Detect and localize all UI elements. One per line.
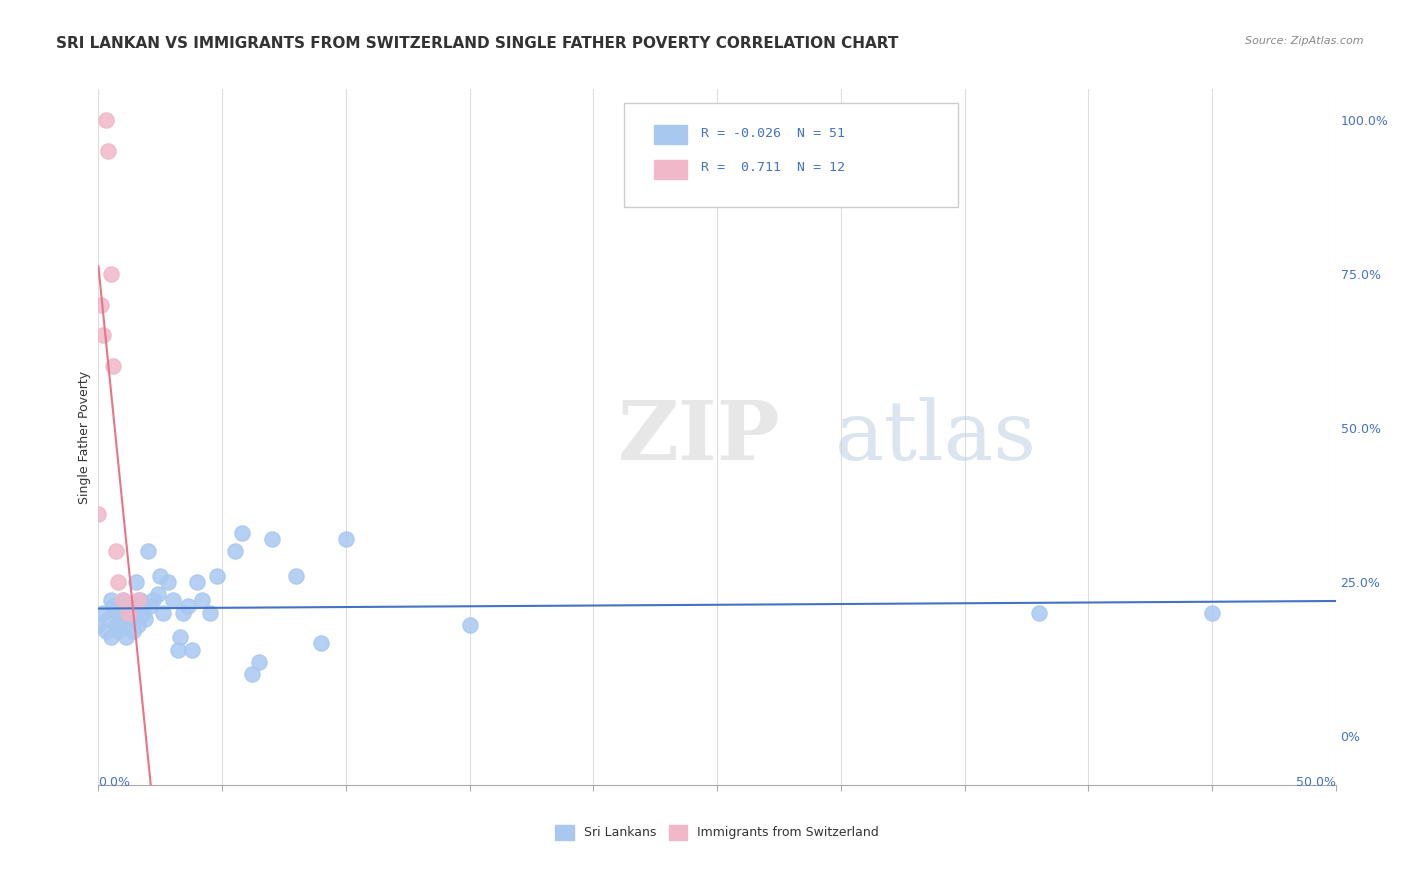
Point [93, 328, 115, 343]
Point [94, 113, 117, 128]
Point [107, 624, 129, 638]
Point [231, 525, 253, 540]
Point [112, 593, 135, 607]
Point [205, 568, 228, 582]
Point [117, 606, 139, 620]
Point [181, 642, 204, 657]
Point [162, 593, 184, 607]
Point [100, 267, 122, 281]
FancyBboxPatch shape [654, 160, 688, 178]
Point [117, 606, 139, 620]
Point [100, 593, 122, 607]
Point [172, 606, 194, 620]
Point [152, 606, 174, 620]
Point [1201, 606, 1223, 620]
Point [458, 618, 481, 632]
Point [103, 599, 125, 614]
Point [127, 618, 149, 632]
Point [186, 574, 208, 589]
Point [156, 574, 179, 589]
Text: SRI LANKAN VS IMMIGRANTS FROM SWITZERLAND SINGLE FATHER POVERTY CORRELATION CHAR: SRI LANKAN VS IMMIGRANTS FROM SWITZERLAN… [56, 36, 898, 51]
Point [97, 144, 120, 158]
Text: Source: ZipAtlas.com: Source: ZipAtlas.com [1246, 36, 1364, 45]
Point [112, 593, 135, 607]
Point [100, 630, 122, 644]
Point [240, 667, 263, 681]
Point [1028, 606, 1050, 620]
Point [110, 612, 132, 626]
Point [139, 599, 162, 614]
Y-axis label: Single Father Poverty: Single Father Poverty [79, 370, 91, 504]
Text: 0.0%: 0.0% [98, 776, 131, 789]
Point [149, 568, 172, 582]
Point [90, 298, 112, 312]
Point [166, 642, 188, 657]
Point [132, 606, 155, 620]
FancyBboxPatch shape [624, 103, 959, 208]
Point [94, 624, 117, 638]
Text: ZIP: ZIP [619, 397, 780, 477]
Point [285, 568, 308, 582]
Point [142, 593, 165, 607]
Text: R =  0.711  N = 12: R = 0.711 N = 12 [702, 161, 845, 174]
Point [129, 593, 152, 607]
Point [122, 624, 145, 638]
Point [224, 544, 246, 558]
Point [93, 606, 115, 620]
Point [198, 606, 221, 620]
Point [114, 630, 136, 644]
Point [104, 544, 127, 558]
Point [260, 532, 283, 546]
Point [103, 359, 125, 374]
Point [87, 618, 110, 632]
FancyBboxPatch shape [654, 125, 688, 144]
Point [97, 612, 120, 626]
Point [247, 655, 270, 669]
Text: 50.0%: 50.0% [1296, 776, 1336, 789]
Point [176, 599, 198, 614]
Point [146, 587, 169, 601]
Point [124, 574, 146, 589]
Point [87, 507, 110, 521]
Point [107, 574, 129, 589]
Point [112, 618, 135, 632]
Point [136, 544, 159, 558]
Point [104, 618, 127, 632]
Point [309, 636, 332, 650]
Text: atlas: atlas [835, 397, 1036, 477]
Point [191, 593, 214, 607]
Text: R = -0.026  N = 51: R = -0.026 N = 51 [702, 127, 845, 139]
Point [120, 612, 142, 626]
Point [107, 606, 129, 620]
Point [335, 532, 357, 546]
Point [134, 612, 156, 626]
Point [127, 593, 149, 607]
Point [124, 599, 146, 614]
Point [169, 630, 191, 644]
Legend: Sri Lankans, Immigrants from Switzerland: Sri Lankans, Immigrants from Switzerland [550, 820, 884, 845]
